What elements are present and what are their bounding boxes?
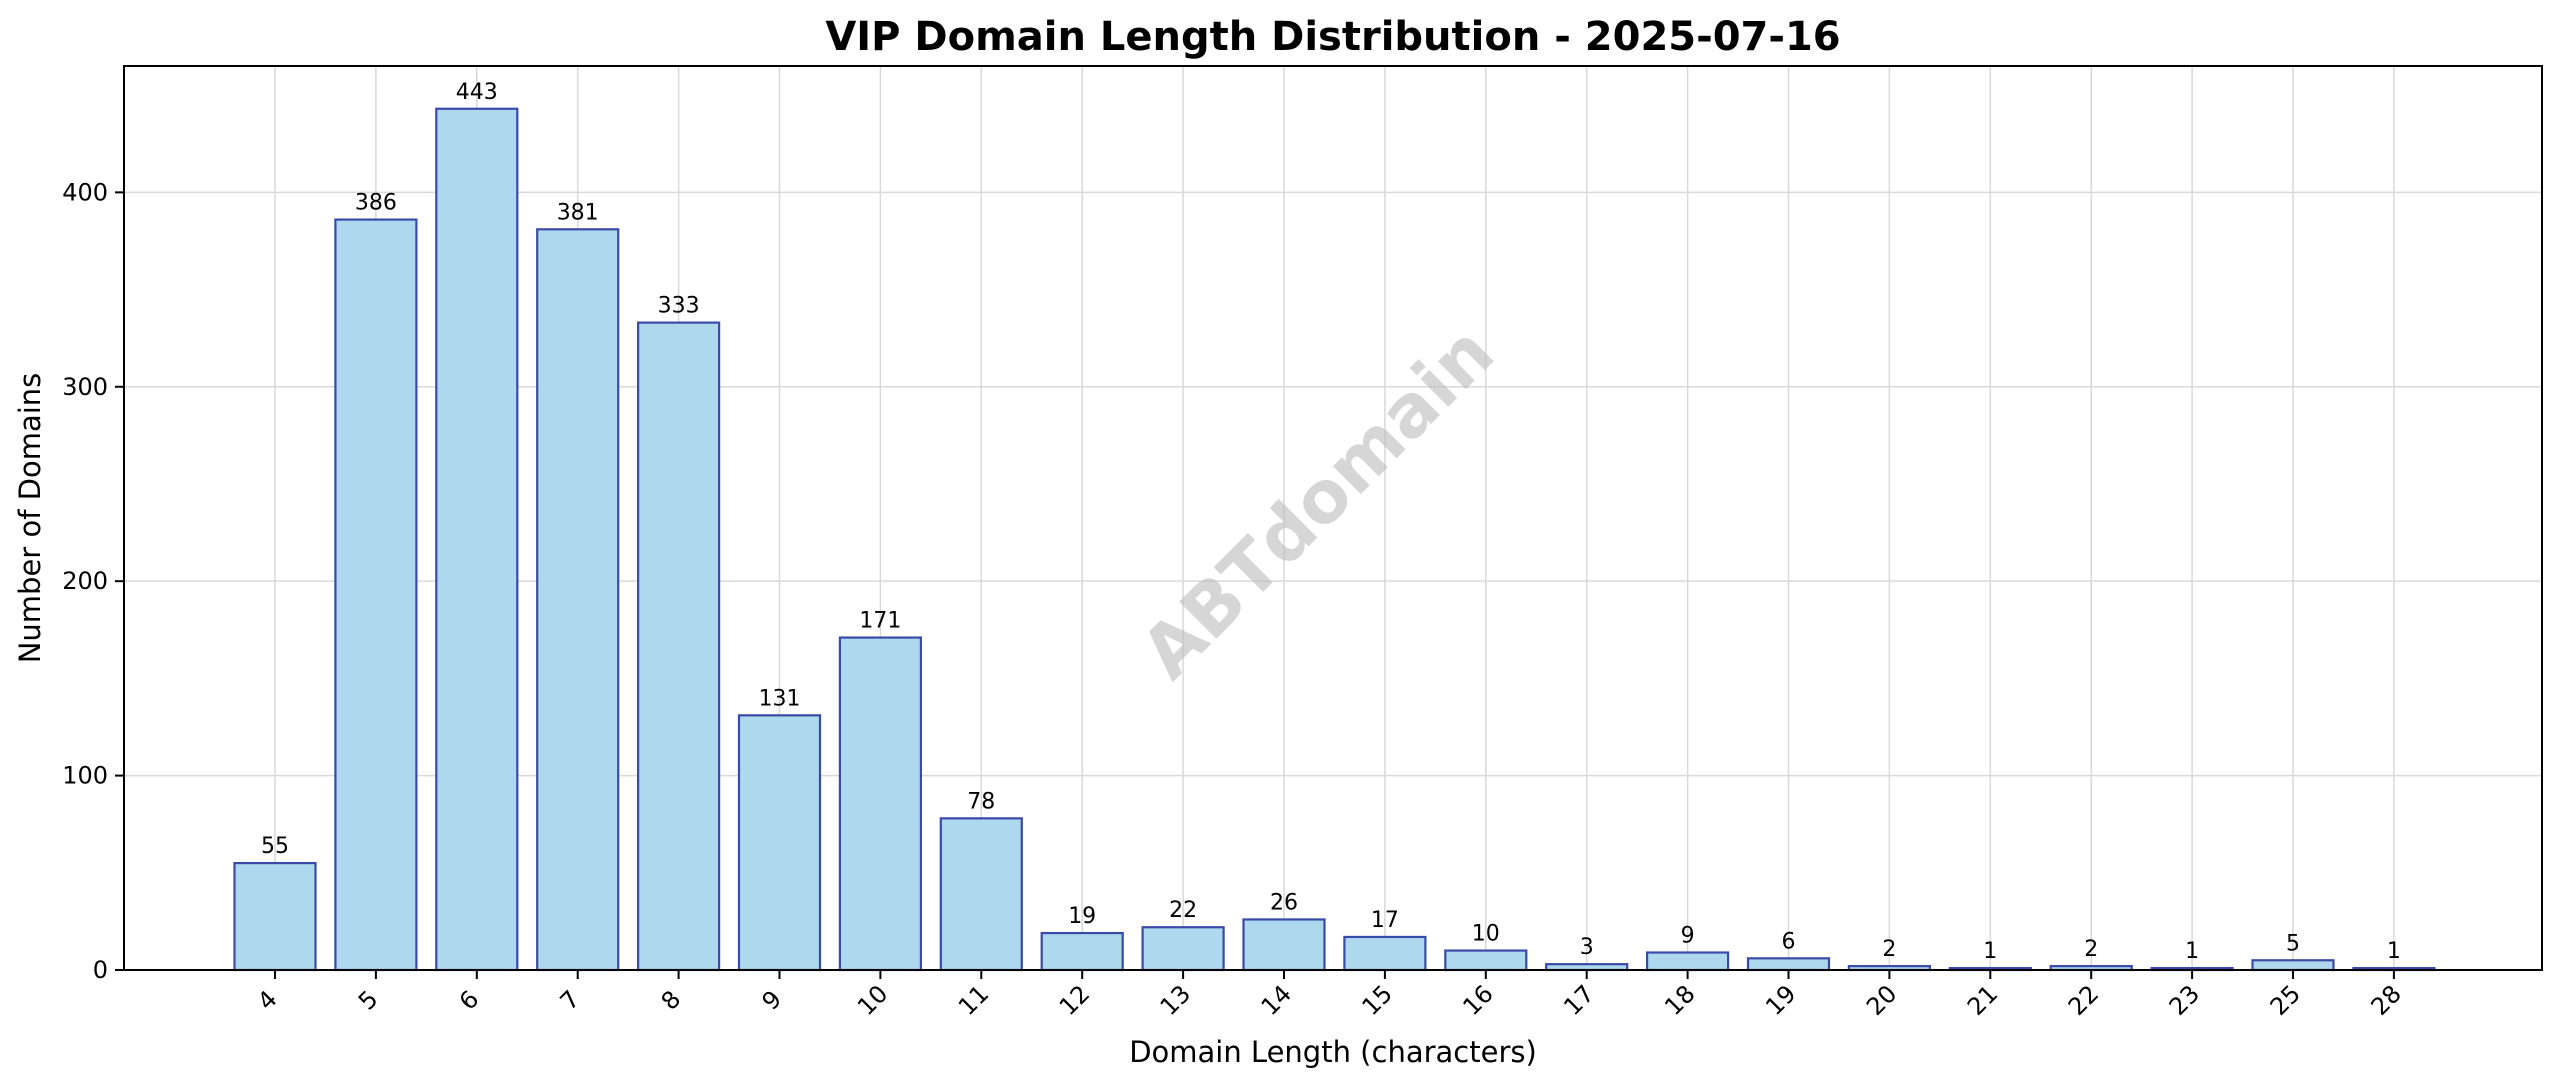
x-tick-label: 28 — [2366, 980, 2407, 1021]
bar-16 — [1444, 949, 1528, 972]
data-label-11: 78 — [967, 789, 995, 814]
x-tick-label: 14 — [1256, 980, 1297, 1021]
data-label-28: 1 — [2387, 939, 2401, 964]
bar-19 — [1746, 957, 1831, 972]
data-label-19: 6 — [1782, 929, 1796, 954]
y-tick-label: 300 — [62, 373, 108, 401]
data-label-4: 55 — [261, 834, 289, 859]
data-label-14: 26 — [1270, 890, 1298, 915]
data-label-7: 381 — [557, 200, 599, 225]
bar-6 — [435, 107, 519, 972]
data-label-9: 131 — [759, 686, 801, 711]
bar-11 — [939, 817, 1023, 972]
data-label-12: 19 — [1068, 904, 1096, 929]
x-tick-label: 6 — [454, 985, 485, 1016]
data-label-8: 333 — [658, 294, 700, 319]
chart-title: VIP Domain Length Distribution - 2025-07… — [825, 14, 1840, 60]
x-tick-label: 8 — [656, 985, 687, 1016]
x-tick-label: 23 — [2164, 980, 2205, 1021]
data-label-21: 1 — [1983, 939, 1997, 964]
x-tick-label: 18 — [1659, 980, 1700, 1021]
y-axis-ticks: 0 100 200 300 400 — [62, 178, 124, 984]
x-tick-label: 10 — [852, 980, 893, 1021]
bar-14 — [1242, 918, 1326, 972]
x-tick-label: 21 — [1962, 980, 2003, 1021]
x-axis-label: Domain Length (characters) — [1129, 1035, 1537, 1069]
bar-13 — [1141, 926, 1225, 972]
x-tick-label: 5 — [353, 985, 384, 1016]
data-label-15: 17 — [1371, 908, 1399, 933]
x-tick-label: 22 — [2063, 980, 2104, 1021]
bar-10 — [838, 636, 923, 972]
data-label-17: 3 — [1580, 935, 1594, 960]
data-label-22: 2 — [2084, 937, 2098, 962]
data-label-13: 22 — [1169, 898, 1197, 923]
x-tick-label: 13 — [1155, 980, 1196, 1021]
x-tick-label: 17 — [1558, 980, 1599, 1021]
y-tick-label: 400 — [62, 178, 108, 206]
y-tick-label: 200 — [62, 567, 108, 595]
x-tick-label: 12 — [1054, 980, 1095, 1021]
x-tick-label: 9 — [757, 985, 788, 1016]
bar-4 — [233, 861, 317, 972]
y-axis-label: Number of Domains — [13, 373, 47, 664]
data-label-16: 10 — [1472, 922, 1500, 947]
bar-5 — [334, 218, 418, 972]
bar-9 — [737, 714, 822, 972]
data-label-23: 1 — [2185, 939, 2199, 964]
data-label-25: 5 — [2286, 931, 2300, 956]
bar-15 — [1343, 935, 1427, 972]
data-label-18: 9 — [1681, 924, 1695, 949]
data-label-6: 443 — [456, 80, 498, 105]
data-label-10: 171 — [859, 609, 901, 634]
x-tick-label: 25 — [2265, 980, 2306, 1021]
x-tick-label: 16 — [1457, 980, 1498, 1021]
data-label-20: 2 — [1882, 937, 1896, 962]
bar-12 — [1040, 931, 1124, 972]
y-tick-label: 100 — [62, 762, 108, 790]
x-axis-ticks: 4 5 6 7 8 9 10 11 12 13 14 15 16 17 18 19 20 21 22 23 25 28 — [252, 970, 2407, 1021]
bars — [233, 107, 2436, 972]
y-tick-label: 0 — [93, 956, 108, 984]
data-label-5: 386 — [355, 191, 397, 216]
x-tick-label: 4 — [252, 985, 283, 1016]
data-labels: 55 386 443 381 333 131 171 78 19 22 26 17 10 3 9 6 2 1 2 1 5… — [261, 80, 2401, 964]
bar-18 — [1645, 951, 1730, 972]
x-tick-label: 20 — [1861, 980, 1902, 1021]
bar-25 — [2251, 959, 2335, 972]
bar-7 — [536, 228, 620, 972]
x-tick-label: 7 — [555, 985, 586, 1016]
x-tick-label: 19 — [1760, 980, 1801, 1021]
bar-8 — [636, 321, 721, 972]
x-tick-label: 15 — [1357, 980, 1398, 1021]
grid-lines — [124, 66, 2542, 971]
x-tick-label: 11 — [953, 980, 994, 1021]
plot-frame — [123, 65, 2543, 971]
